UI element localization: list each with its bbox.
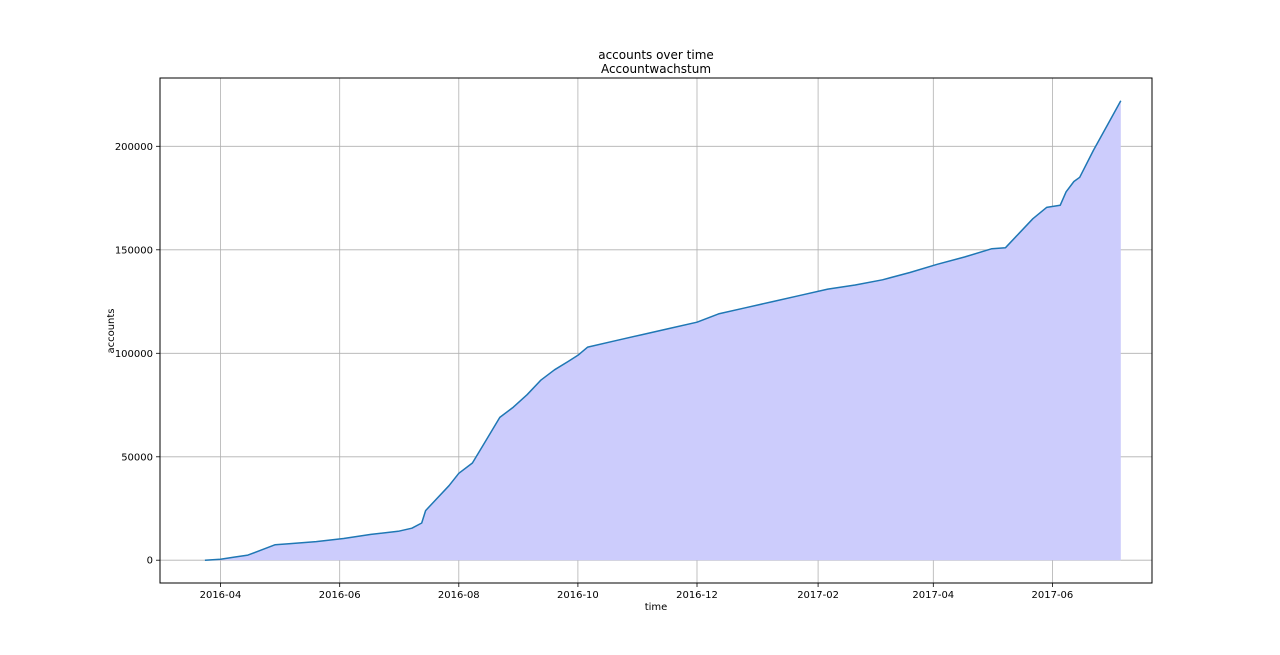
- x-tick-label: 2016-12: [676, 590, 718, 601]
- y-tick-label: 200000: [115, 142, 153, 153]
- y-tick-label: 100000: [115, 349, 153, 360]
- x-tick-label: 2016-08: [438, 590, 480, 601]
- x-tick-label: 2016-04: [200, 590, 242, 601]
- x-tick-label: 2017-02: [797, 590, 839, 601]
- x-axis-label: time: [645, 602, 668, 613]
- y-axis-label: accounts: [106, 308, 117, 353]
- chart-subtitle: Accountwachstum: [601, 62, 711, 76]
- x-tick-label: 2016-06: [319, 590, 361, 601]
- y-tick-label: 150000: [115, 245, 153, 256]
- plot-area: [204, 100, 1122, 561]
- y-tick-label: 50000: [121, 452, 153, 463]
- x-tick-label: 2017-04: [912, 590, 954, 601]
- series-line: [204, 100, 1122, 561]
- chart-title: accounts over time: [598, 48, 714, 62]
- x-tick-label: 2016-10: [557, 590, 599, 601]
- axes-frame: [159, 77, 1153, 584]
- ticks: 2016-04 2016-06 2016-08 2016-10 2016-12 2017-…: [115, 142, 1073, 601]
- x-tick-label: 2017-06: [1032, 590, 1074, 601]
- y-tick-label: 0: [147, 556, 153, 567]
